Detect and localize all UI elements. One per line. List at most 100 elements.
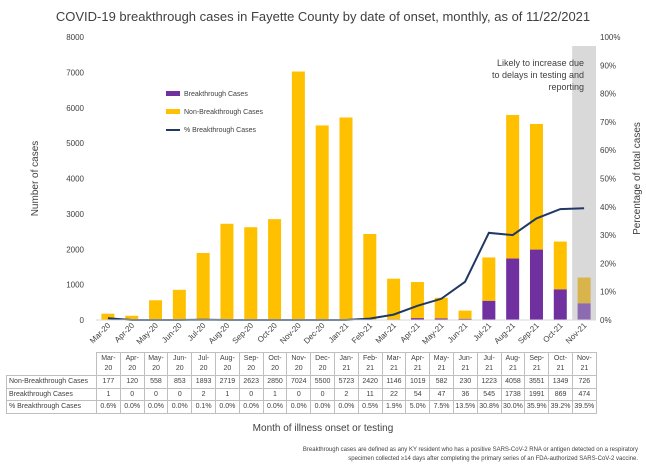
bar-breakthrough	[553, 289, 567, 320]
table-cell: 0.0%	[310, 400, 335, 414]
table-cell: 1146	[381, 375, 407, 389]
table-cell: 2420	[357, 375, 383, 389]
annotation-text: reporting	[548, 82, 584, 92]
bar-non-breakthrough	[577, 277, 591, 304]
table-cell: 869	[548, 387, 573, 401]
bar-non-breakthrough	[339, 117, 353, 320]
x-tick-label: Nov-21	[564, 321, 589, 346]
x-tick-label: Mar-21	[374, 321, 399, 346]
y2-tick-label: 40%	[600, 203, 616, 212]
table-cell: 22	[381, 387, 407, 401]
table-cell: 230	[452, 375, 478, 389]
bar-non-breakthrough	[529, 123, 543, 250]
bar-breakthrough	[506, 258, 520, 320]
table-cell: 1	[262, 387, 288, 401]
table-row: Non-Breakthrough Cases 177 120 558 853 1893 27…	[6, 375, 597, 389]
table-cell: 2	[191, 387, 216, 401]
table-header-month: Aug- 21	[500, 352, 526, 376]
x-tick-label: Oct-20	[256, 321, 280, 345]
table-cell: 36	[452, 387, 478, 401]
legend-label-non-breakthrough: Non-Breakthrough Cases	[184, 109, 263, 116]
table-header-month: Nov- 20	[286, 352, 312, 376]
table-cell: 474	[571, 387, 597, 401]
x-tick-label: Jan-21	[327, 321, 351, 345]
bar-non-breakthrough	[125, 315, 139, 320]
annotation-text: Likely to increase due	[497, 58, 584, 68]
table-row-label: Non-Breakthrough Cases	[6, 375, 97, 389]
x-tick-label: Apr-21	[398, 321, 422, 345]
x-tick-label: Nov-20	[278, 321, 303, 346]
table-cell: 545	[476, 387, 502, 401]
table-cell: 0.0%	[286, 400, 312, 414]
table-row-label: % Breakthrough Cases	[6, 400, 97, 414]
table-cell: 1893	[191, 375, 216, 389]
chart-title: COVID-19 breakthrough cases in Fayette C…	[55, 9, 591, 24]
x-tick-label: Sep-21	[516, 321, 541, 346]
y-tick-label: 7000	[66, 68, 84, 77]
table-header-month: Jan- 21	[333, 352, 359, 376]
y-tick-label: 6000	[66, 104, 84, 113]
table-cell: 0.0%	[262, 400, 288, 414]
annotation-text: to delays in testing and	[492, 70, 584, 80]
table-cell: 11	[357, 387, 383, 401]
bar-non-breakthrough	[434, 297, 448, 319]
bar-non-breakthrough	[458, 310, 472, 319]
table-header-month: Mar- 20	[96, 352, 121, 376]
x-tick-label: Sep-20	[231, 321, 256, 346]
table-cell: 582	[429, 375, 454, 389]
table-header-month: Apr- 21	[405, 352, 431, 376]
x-tick-label: Jul-20	[186, 321, 208, 343]
table-header-month: Jul- 20	[191, 352, 216, 376]
bar-non-breakthrough	[172, 289, 186, 320]
table-cell: 0	[286, 387, 312, 401]
y2-tick-label: 50%	[600, 175, 616, 184]
x-tick-label: Mar-20	[88, 321, 113, 346]
bar-non-breakthrough	[363, 234, 377, 320]
table-header-month: Nov- 21	[571, 352, 597, 376]
table-cell: 0.0%	[333, 400, 359, 414]
bar-non-breakthrough	[244, 227, 258, 320]
table-cell: 0	[143, 387, 169, 401]
data-table: Mar- 20 Apr- 20 May- 20 Jun- 20 Jul- 20 Aug- 20 Sep-…	[6, 352, 597, 414]
bar-breakthrough	[577, 303, 591, 320]
table-header-month: Jun- 20	[167, 352, 193, 376]
table-cell: 0.1%	[191, 400, 216, 414]
y-tick-label: 3000	[66, 210, 84, 219]
x-tick-label: May-20	[135, 321, 161, 347]
y2-axis-title: Percentage of total cases	[632, 122, 643, 235]
bar-breakthrough	[410, 318, 424, 320]
table-cell: 30.8%	[476, 400, 502, 414]
y-tick-label: 1000	[66, 281, 84, 290]
table-header-month: Mar- 21	[381, 352, 407, 376]
table-cell: 0.0%	[143, 400, 169, 414]
table-cell: 558	[143, 375, 169, 389]
table-cell: 177	[96, 375, 121, 389]
table-cell: 13.5%	[452, 400, 478, 414]
y2-tick-label: 100%	[600, 33, 620, 42]
y-tick-label: 5000	[66, 139, 84, 148]
table-cell: 1	[214, 387, 240, 401]
chart: 0 1000 2000 3000 4000 5000 6000 7000 8000 0% 10% 20…	[30, 33, 643, 347]
y2-tick-label: 10%	[600, 288, 616, 297]
x-axis-title: Month of illness onset or testing	[252, 423, 394, 434]
table-row-label: Breakthrough Cases	[6, 387, 97, 401]
table-header-month: May- 21	[429, 352, 454, 376]
y-tick-label: 4000	[66, 175, 84, 184]
x-tick-label: May-21	[420, 321, 446, 347]
table-header-month: Aug- 20	[214, 352, 240, 376]
table-cell: 0	[310, 387, 335, 401]
bar-non-breakthrough	[387, 278, 401, 320]
table-cell: 0.0%	[167, 400, 193, 414]
table-header-month: Oct- 20	[262, 352, 288, 376]
table-cell: 1019	[405, 375, 431, 389]
table-header-month: Oct- 21	[548, 352, 573, 376]
table-cell: 1	[96, 387, 121, 401]
table-cell: 5.0%	[405, 400, 431, 414]
x-tick-label: Aug-20	[207, 321, 232, 346]
incomplete-data-shade	[572, 46, 596, 320]
bar-breakthrough	[482, 300, 496, 320]
bar-non-breakthrough	[410, 282, 424, 319]
y2-tick-label: 30%	[600, 231, 616, 240]
legend-label-pct: % Breakthrough Cases	[184, 127, 256, 134]
legend-swatch-non-breakthrough	[166, 109, 180, 114]
